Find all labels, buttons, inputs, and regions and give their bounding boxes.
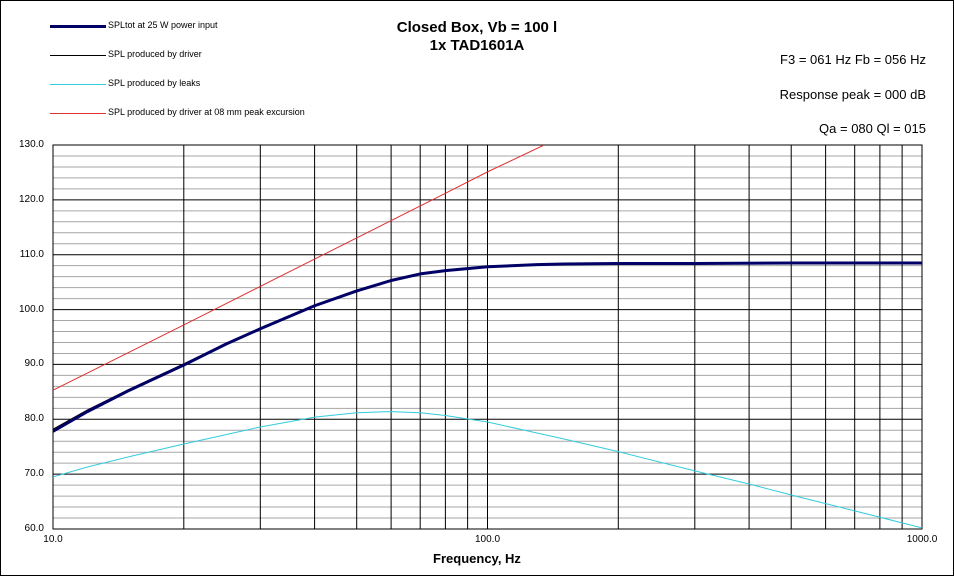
- legend-swatch-driver: [50, 55, 106, 56]
- x-tick-label: 100.0: [474, 534, 501, 545]
- x-axis-label: Frequency, Hz: [433, 551, 521, 566]
- legend-label-leaks: SPL produced by leaks: [108, 78, 201, 88]
- y-tick-label: 70.0: [24, 468, 44, 480]
- annotation-f3-fb: F3 = 061 Hz Fb = 056 Hz: [780, 52, 926, 67]
- legend-swatch-leaks: [50, 84, 106, 85]
- legend-swatch-spltot: [50, 25, 106, 28]
- x-tick-label: 1000.0: [906, 534, 938, 545]
- y-tick-label: 120.0: [18, 193, 44, 205]
- legend-label-spltot: SPLtot at 25 W power input: [108, 20, 218, 30]
- annotation-response-peak: Response peak = 000 dB: [779, 87, 926, 102]
- y-tick-label: 60.0: [24, 523, 44, 534]
- legend-label-excursion: SPL produced by driver at 08 mm peak exc…: [108, 107, 305, 117]
- y-tick-label: 130.0: [18, 139, 44, 150]
- plot-border: [52, 144, 923, 530]
- y-tick-label: 110.0: [19, 248, 44, 260]
- chart-title: Closed Box, Vb = 100 l: [396, 19, 558, 36]
- series-excursion-line: [53, 145, 545, 391]
- legend-swatch-excursion: [50, 113, 106, 114]
- x-tick-label: 10.0: [43, 534, 63, 545]
- series-leaks-line: [53, 411, 922, 529]
- annotation-qa-ql: Qa = 080 Ql = 015: [819, 121, 926, 136]
- legend-label-driver: SPL produced by driver: [108, 49, 202, 59]
- series-spltot-line: [53, 261, 922, 433]
- y-tick-label: 100.0: [18, 303, 44, 315]
- chart-subtitle: 1x TAD1601A: [429, 37, 525, 54]
- y-tick-label: 90.0: [24, 358, 44, 370]
- y-tick-label: 80.0: [24, 413, 44, 425]
